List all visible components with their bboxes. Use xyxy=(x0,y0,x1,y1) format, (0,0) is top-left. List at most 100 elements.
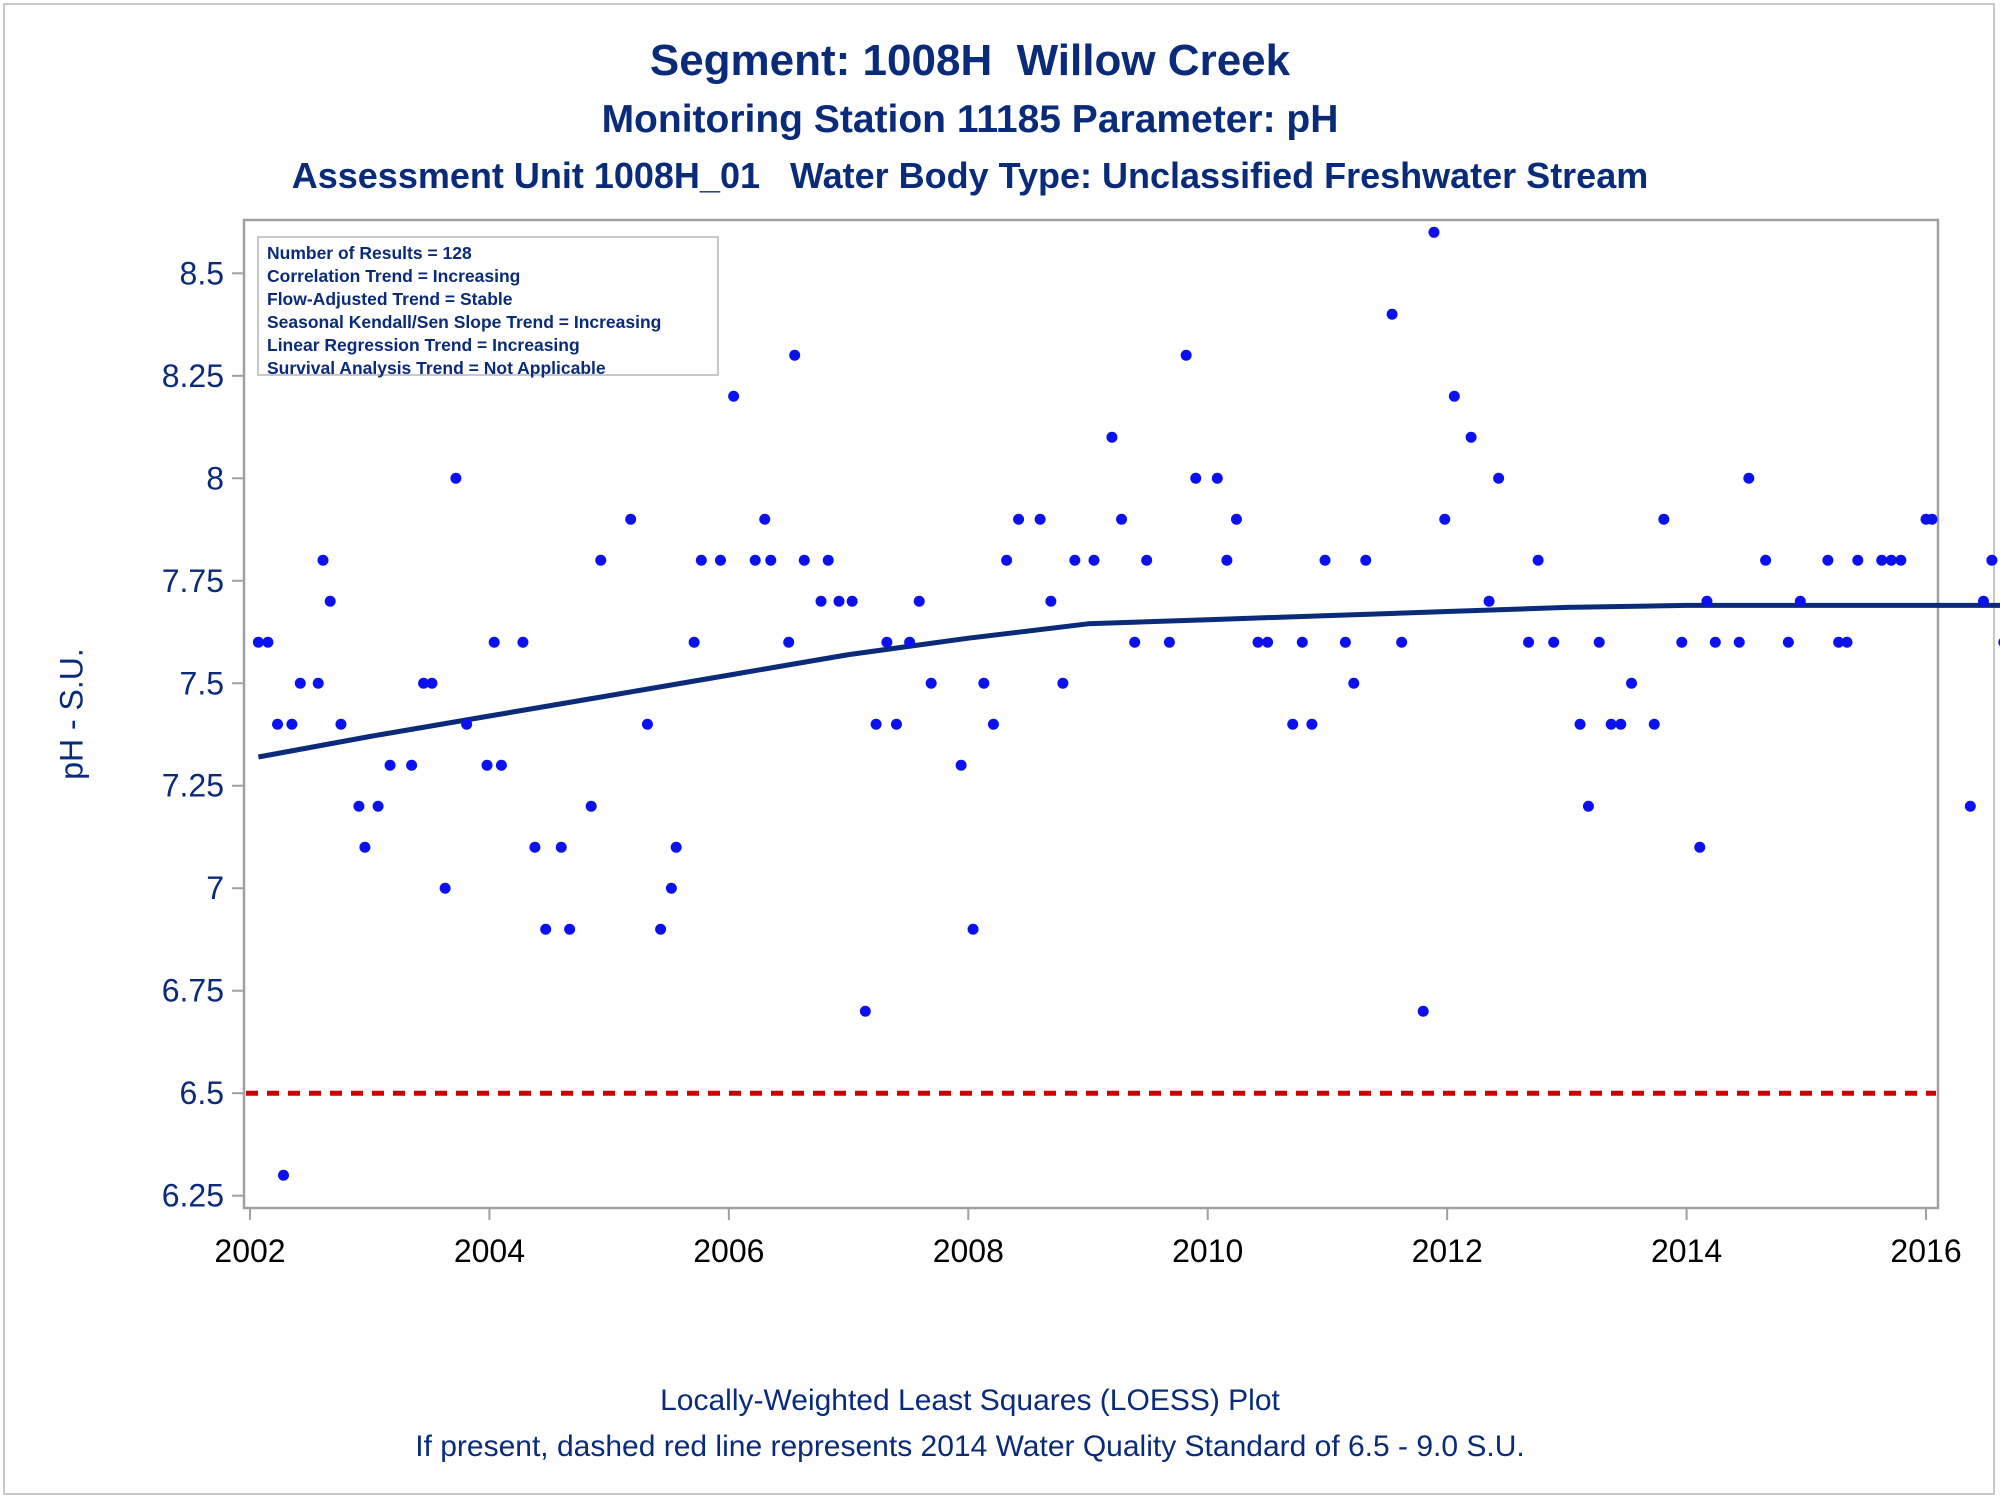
data-point xyxy=(890,718,902,730)
data-point xyxy=(1448,390,1460,402)
data-point xyxy=(488,636,500,648)
data-point xyxy=(1319,554,1331,566)
data-point xyxy=(1876,554,1888,566)
data-point xyxy=(1626,677,1638,689)
data-point xyxy=(955,759,967,771)
data-point xyxy=(913,595,925,607)
data-point xyxy=(517,636,529,648)
y-tick-label: 7.5 xyxy=(180,665,224,701)
data-point xyxy=(1045,595,1057,607)
x-tick-label: 2008 xyxy=(933,1233,1004,1269)
data-point xyxy=(1163,636,1175,648)
data-point xyxy=(1211,472,1223,484)
stat-survival-analysis-trend: Survival Analysis Trend = Not Applicable xyxy=(267,358,606,378)
data-point xyxy=(278,1169,290,1181)
y-tick-label: 8.25 xyxy=(162,358,224,394)
y-tick-label: 7 xyxy=(206,870,224,906)
data-point xyxy=(529,841,541,853)
x-tick-label: 2012 xyxy=(1412,1233,1483,1269)
y-tick-label: 6.75 xyxy=(162,973,224,1009)
data-point xyxy=(1106,431,1118,443)
data-point xyxy=(1116,513,1128,525)
y-tick-label: 8.5 xyxy=(180,255,224,291)
data-point xyxy=(1694,841,1706,853)
data-point xyxy=(1977,595,1989,607)
data-point xyxy=(1465,431,1477,443)
data-point xyxy=(461,718,473,730)
data-point xyxy=(1926,513,1938,525)
data-point xyxy=(1822,554,1834,566)
data-point xyxy=(625,513,637,525)
data-point xyxy=(1841,636,1853,648)
data-point xyxy=(728,390,740,402)
data-point xyxy=(1417,1005,1429,1017)
x-tick-label: 2014 xyxy=(1651,1233,1722,1269)
data-point xyxy=(670,841,682,853)
data-point xyxy=(859,1005,871,1017)
data-point xyxy=(870,718,882,730)
data-point xyxy=(1180,349,1192,361)
data-point xyxy=(1428,226,1440,238)
data-point xyxy=(1252,636,1264,648)
data-point xyxy=(1230,513,1242,525)
data-point xyxy=(967,923,979,935)
data-point xyxy=(846,595,858,607)
x-tick-label: 2004 xyxy=(454,1233,525,1269)
data-point xyxy=(815,595,827,607)
data-point xyxy=(1069,554,1081,566)
data-point xyxy=(765,554,777,566)
data-point xyxy=(252,636,264,648)
data-point xyxy=(585,800,597,812)
data-point xyxy=(1852,554,1864,566)
y-tick-label: 6.5 xyxy=(180,1075,224,1111)
data-point xyxy=(925,677,937,689)
data-point xyxy=(1339,636,1351,648)
data-point xyxy=(1833,636,1845,648)
data-point xyxy=(1676,636,1688,648)
data-point xyxy=(1306,718,1318,730)
data-point xyxy=(262,636,274,648)
plot-area-frame xyxy=(242,218,1940,1210)
y-tick-label: 6.25 xyxy=(162,1178,224,1214)
x-tick-label: 2016 xyxy=(1890,1233,1961,1269)
data-point xyxy=(1658,513,1670,525)
data-point xyxy=(1548,636,1560,648)
data-point xyxy=(1709,636,1721,648)
data-point xyxy=(789,349,801,361)
data-point xyxy=(1129,636,1141,648)
data-point xyxy=(1386,308,1398,320)
y-tick-label: 7.25 xyxy=(162,768,224,804)
data-point xyxy=(1396,636,1408,648)
data-point xyxy=(1493,472,1505,484)
trend-stats-box: Number of Results = 128 Correlation Tren… xyxy=(257,236,719,378)
data-point xyxy=(1439,513,1451,525)
data-point xyxy=(1483,595,1495,607)
data-point xyxy=(1593,636,1605,648)
data-point xyxy=(783,636,795,648)
data-point xyxy=(1221,554,1233,566)
stat-number-of-results: Number of Results = 128 xyxy=(267,243,472,263)
data-point xyxy=(1013,513,1025,525)
data-point xyxy=(1648,718,1660,730)
data-point xyxy=(1360,554,1372,566)
data-point xyxy=(1895,554,1907,566)
data-point xyxy=(406,759,418,771)
stat-seasonal-kendall-trend: Seasonal Kendall/Sen Slope Trend = Incre… xyxy=(267,312,662,332)
data-point xyxy=(372,800,384,812)
data-point xyxy=(294,677,306,689)
stat-correlation-trend: Correlation Trend = Increasing xyxy=(267,266,521,286)
data-point xyxy=(540,923,552,935)
data-point xyxy=(987,718,999,730)
data-point xyxy=(978,677,990,689)
data-point xyxy=(1582,800,1594,812)
data-point xyxy=(1034,513,1046,525)
data-point xyxy=(904,636,916,648)
data-point xyxy=(495,759,507,771)
y-tick-label: 8 xyxy=(206,460,224,496)
data-point xyxy=(1057,677,1069,689)
data-point xyxy=(1605,718,1617,730)
x-tick-label: 2002 xyxy=(214,1233,285,1269)
data-point xyxy=(324,595,336,607)
data-point xyxy=(1287,718,1299,730)
